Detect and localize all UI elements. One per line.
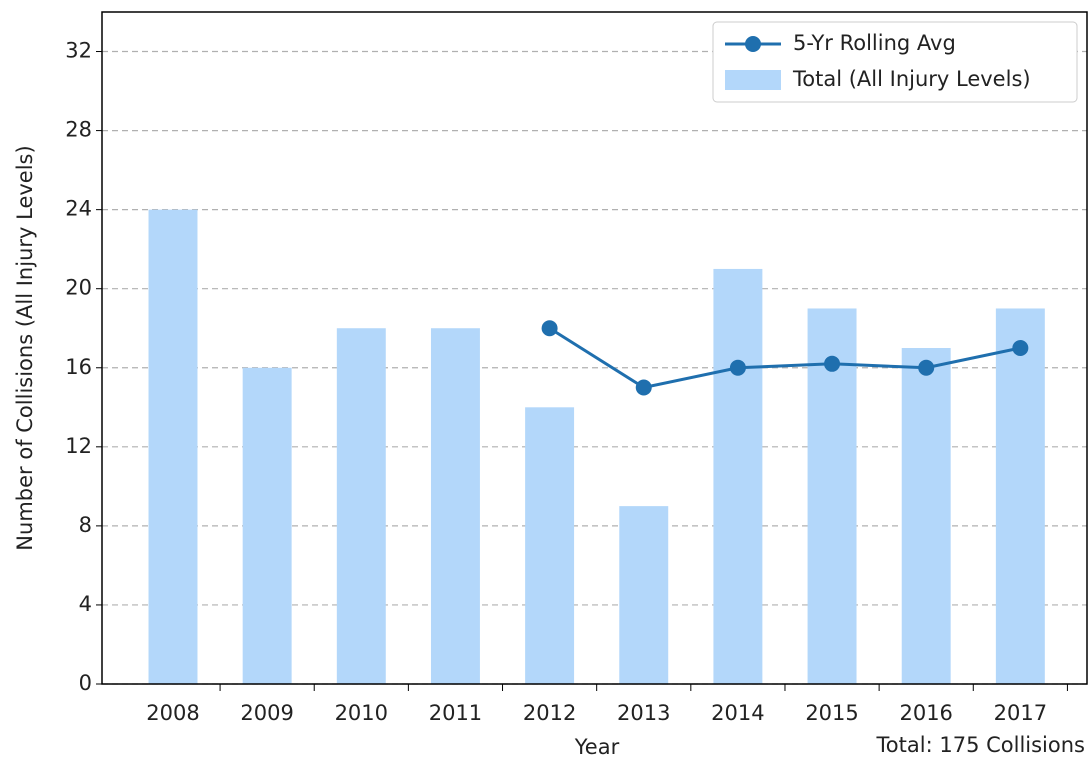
legend-label: 5-Yr Rolling Avg <box>793 31 956 55</box>
annotation: Total: 175 Collisions <box>876 733 1085 757</box>
bar <box>336 328 386 684</box>
bar <box>901 348 951 684</box>
x-tick-label: 2008 <box>146 701 199 725</box>
bar <box>242 367 292 684</box>
y-tick-label: 8 <box>79 513 92 537</box>
bar <box>525 407 575 684</box>
plot-frame <box>101 11 1088 685</box>
x-tick-label: 2013 <box>617 701 670 725</box>
x-tick-label: 2009 <box>240 701 293 725</box>
x-axis-label: Year <box>574 735 620 759</box>
line <box>548 326 1021 390</box>
legend <box>712 21 1078 103</box>
x-tick-label: 2012 <box>523 701 576 725</box>
y-tick-label: 32 <box>65 39 92 63</box>
bar <box>995 308 1045 684</box>
x-tick-label: 2016 <box>899 701 952 725</box>
point <box>1012 340 1029 356</box>
y-tick-label: 4 <box>79 592 92 616</box>
legend-swatch <box>725 70 781 90</box>
y-tick-label: 0 <box>79 671 92 695</box>
point <box>541 320 558 337</box>
y-tick-label: 28 <box>65 118 92 142</box>
x-tick-label: 2015 <box>805 701 858 725</box>
x-tick-label: 2010 <box>335 701 388 725</box>
point <box>635 379 652 396</box>
y-tick-label: 16 <box>65 355 92 379</box>
y-tick-label: 20 <box>65 276 92 300</box>
point <box>918 359 935 376</box>
y-axis-label: Number of Collisions (All Injury Levels) <box>13 145 37 550</box>
point <box>729 359 746 376</box>
legend-marker <box>745 36 761 52</box>
x-tick-label: 2017 <box>994 701 1047 725</box>
legend-label: Total (All Injury Levels) <box>792 67 1031 91</box>
point <box>824 355 841 372</box>
bar <box>430 328 480 684</box>
x-tick-label: 2014 <box>711 701 764 725</box>
bar <box>619 506 669 684</box>
x-tick-label: 2011 <box>429 701 482 725</box>
y-tick-label: 12 <box>65 434 92 458</box>
y-tick-label: 24 <box>65 197 92 221</box>
bar <box>148 209 198 684</box>
bar <box>713 268 763 684</box>
